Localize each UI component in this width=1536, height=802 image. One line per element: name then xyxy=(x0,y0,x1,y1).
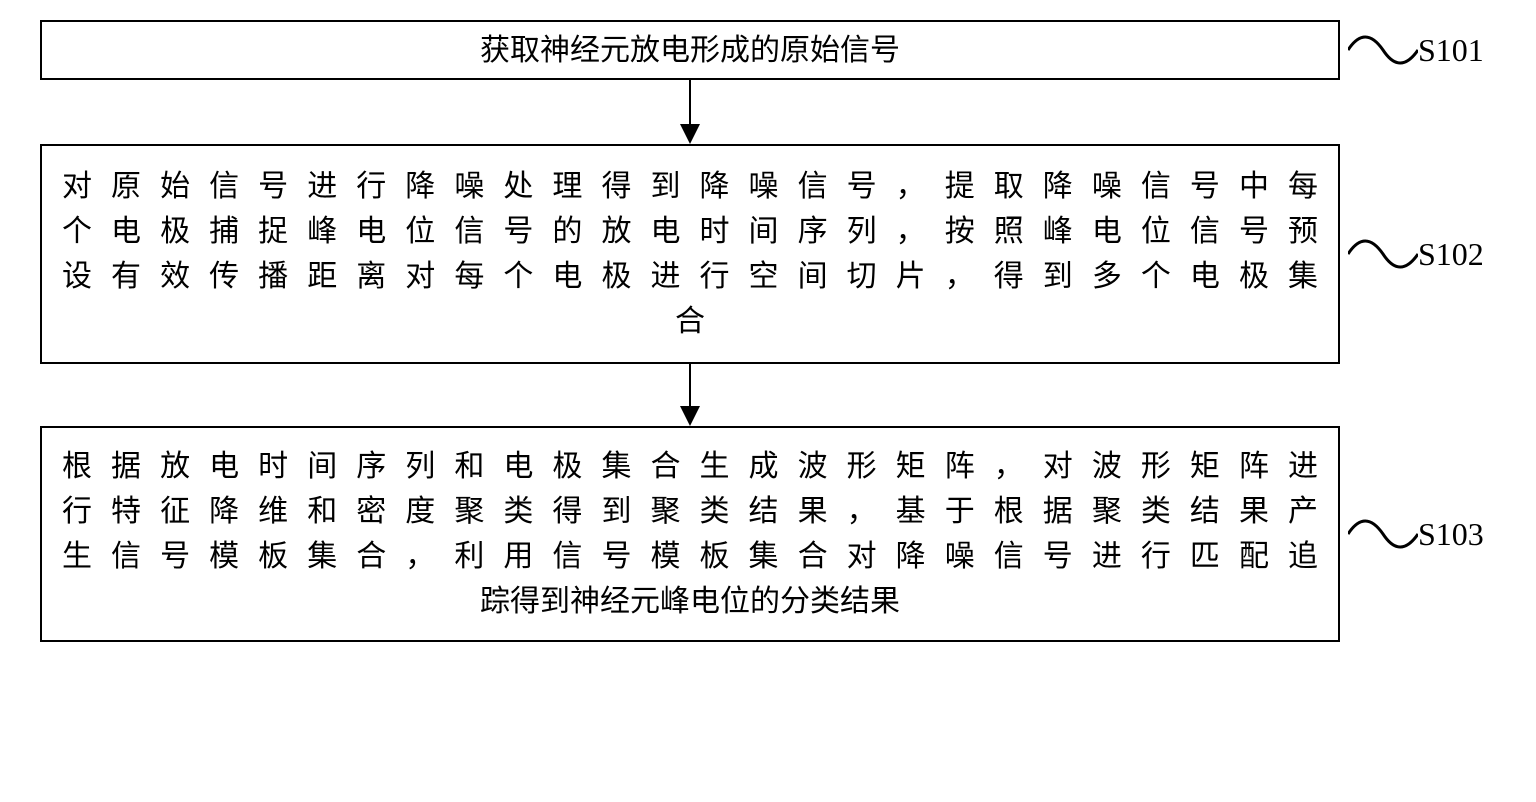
step-box-s102: 对原始信号进行降噪处理得到降噪信号，提取降噪信号中每 个电极捕捉峰电位信号的放电… xyxy=(40,144,1340,364)
step-text-s103-line2: 行特征降维和密度聚类得到聚类结果，基于根据聚类结果产 xyxy=(62,489,1318,534)
arrow-container-1 xyxy=(40,80,1340,144)
step-box-s101: 获取神经元放电形成的原始信号 xyxy=(40,20,1340,80)
step-row-1: 获取神经元放电形成的原始信号 S101 xyxy=(40,20,1536,80)
step-label-s101: S101 xyxy=(1348,30,1484,70)
step-text-s103-line3: 生信号模板集合，利用信号模板集合对降噪信号进行匹配追 xyxy=(62,534,1318,579)
step-label-text-s101: S101 xyxy=(1418,32,1484,69)
step-row-2: 对原始信号进行降噪处理得到降噪信号，提取降噪信号中每 个电极捕捉峰电位信号的放电… xyxy=(40,144,1536,364)
step-row-3: 根据放电时间序列和电极集合生成波形矩阵，对波形矩阵进 行特征降维和密度聚类得到聚… xyxy=(40,426,1536,642)
step-text-s102-line2: 个电极捕捉峰电位信号的放电时间序列，按照峰电位信号预 xyxy=(62,209,1318,254)
step-text-s102-line3: 设有效传播距离对每个电极进行空间切片，得到多个电极集 xyxy=(62,254,1318,299)
arrow-down-icon xyxy=(675,80,705,144)
step-text-s102-line1: 对原始信号进行降噪处理得到降噪信号，提取降噪信号中每 xyxy=(62,164,1318,209)
arrow-down-icon xyxy=(675,364,705,426)
step-text-s101: 获取神经元放电形成的原始信号 xyxy=(480,28,900,73)
step-box-s103: 根据放电时间序列和电极集合生成波形矩阵，对波形矩阵进 行特征降维和密度聚类得到聚… xyxy=(40,426,1340,642)
wave-connector-icon xyxy=(1348,30,1418,70)
step-label-text-s102: S102 xyxy=(1418,236,1484,273)
arrow-container-2 xyxy=(40,364,1340,426)
step-text-s103: 根据放电时间序列和电极集合生成波形矩阵，对波形矩阵进 行特征降维和密度聚类得到聚… xyxy=(62,444,1318,624)
flowchart-container: 获取神经元放电形成的原始信号 S101 对原始信号进行降噪处理得到降噪信号，提取… xyxy=(0,0,1536,802)
step-text-s103-line1: 根据放电时间序列和电极集合生成波形矩阵，对波形矩阵进 xyxy=(62,444,1318,489)
step-text-s103-line4: 踪得到神经元峰电位的分类结果 xyxy=(62,579,1318,624)
step-label-s103: S103 xyxy=(1348,514,1484,554)
step-label-text-s103: S103 xyxy=(1418,516,1484,553)
step-text-s102-line4: 合 xyxy=(62,299,1318,344)
step-label-s102: S102 xyxy=(1348,234,1484,274)
wave-connector-icon xyxy=(1348,234,1418,274)
wave-connector-icon xyxy=(1348,514,1418,554)
step-text-s102: 对原始信号进行降噪处理得到降噪信号，提取降噪信号中每 个电极捕捉峰电位信号的放电… xyxy=(62,164,1318,344)
